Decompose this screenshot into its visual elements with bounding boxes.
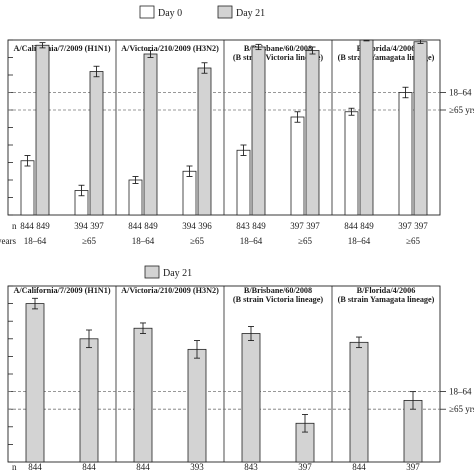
sample-size: 849 xyxy=(360,221,374,231)
sample-size: 844 xyxy=(136,462,150,472)
bar xyxy=(89,71,104,216)
chart-top-panel: Day 0 Day 21 18–64 ≥65 yrs A/California/7/20… xyxy=(0,5,474,246)
strain-header-sub: (B strain Yamagata lineage) xyxy=(338,295,435,304)
bar xyxy=(236,149,251,216)
age-group-label: ≥65 xyxy=(406,236,420,246)
legend-swatch xyxy=(139,5,155,19)
sample-size: 844 xyxy=(344,221,358,231)
bar xyxy=(133,327,153,463)
sample-size: 843 xyxy=(244,462,258,472)
sample-size: 393 xyxy=(190,462,204,472)
bar xyxy=(143,53,158,216)
strain-header: A/California/7/2009 (H1N1) xyxy=(13,44,110,53)
age-group-label: 18–64 xyxy=(24,236,47,246)
sample-size: 397 xyxy=(406,462,420,472)
sample-size: 844 xyxy=(20,221,34,231)
threshold-label: ≥65 yrs xyxy=(449,105,474,115)
bar xyxy=(187,348,207,463)
sample-size: 394 xyxy=(182,221,196,231)
sample-size: 849 xyxy=(144,221,158,231)
legend-label: Day 21 xyxy=(163,268,192,279)
bar xyxy=(398,92,413,216)
bar xyxy=(79,338,99,463)
bar xyxy=(128,179,143,216)
bar xyxy=(241,333,261,463)
threshold-label: 18–64 xyxy=(449,387,472,397)
n-row-label: n xyxy=(12,221,17,231)
age-group-label: 18–64 xyxy=(240,236,263,246)
bar xyxy=(305,50,320,216)
bar xyxy=(25,303,45,463)
age-group-label: 18–64 xyxy=(132,236,155,246)
bar xyxy=(413,41,428,216)
sample-size: 843 xyxy=(236,221,250,231)
sample-size: 849 xyxy=(252,221,266,231)
sample-size: 397 xyxy=(298,462,312,472)
sample-size: 397 xyxy=(414,221,428,231)
sample-size: 844 xyxy=(82,462,96,472)
strain-header-sub: (B strain Victoria lineage) xyxy=(233,53,324,62)
legend-swatch xyxy=(144,265,160,279)
strain-header: B/Brisbane/60/2008 xyxy=(244,44,312,53)
strain-header-sub: (B strain Yamagata lineage) xyxy=(338,53,435,62)
bar xyxy=(20,160,35,216)
years-row-label: years xyxy=(0,236,16,246)
strain-header: B/Florida/4/2006 xyxy=(357,44,416,53)
legend-label: Day 21 xyxy=(236,8,265,19)
strain-header: A/Victoria/210/2009 (H3N2) xyxy=(121,286,219,295)
strain-header: B/Florida/4/2006 xyxy=(357,286,416,295)
age-group-label: ≥65 xyxy=(190,236,204,246)
sample-size: 397 xyxy=(290,221,304,231)
bar xyxy=(197,67,212,216)
threshold-label: ≥65 yrs xyxy=(449,404,474,414)
bar xyxy=(35,44,50,216)
n-row-label: n xyxy=(12,462,17,472)
sample-size: 394 xyxy=(74,221,88,231)
age-group-label: 18–64 xyxy=(348,236,371,246)
sample-size: 396 xyxy=(198,221,212,231)
bar xyxy=(349,341,369,463)
legend-label: Day 0 xyxy=(158,8,182,19)
strain-header: A/Victoria/210/2009 (H3N2) xyxy=(121,44,219,53)
sample-size: 849 xyxy=(36,221,50,231)
age-group-label: ≥65 xyxy=(298,236,312,246)
strain-header: B/Brisbane/60/2008 xyxy=(244,286,312,295)
strain-header: A/California/7/2009 (H1N1) xyxy=(13,286,110,295)
legend-swatch xyxy=(217,5,233,19)
strain-header-sub: (B strain Victoria lineage) xyxy=(233,295,324,304)
sample-size: 397 xyxy=(398,221,412,231)
threshold-label: 18–64 xyxy=(449,88,472,98)
age-group-label: ≥65 xyxy=(82,236,96,246)
bar xyxy=(359,39,374,216)
sample-size: 844 xyxy=(128,221,142,231)
bar xyxy=(290,116,305,216)
bar xyxy=(344,111,359,216)
sample-size: 397 xyxy=(90,221,104,231)
sample-size: 397 xyxy=(306,221,320,231)
chart-bottom-panel: Day 21 18–64 ≥65 yrs A/California/7/2009 (H… xyxy=(7,265,474,472)
sample-size: 844 xyxy=(352,462,366,472)
bar xyxy=(251,46,266,216)
bar xyxy=(182,170,197,216)
sample-size: 844 xyxy=(28,462,42,472)
